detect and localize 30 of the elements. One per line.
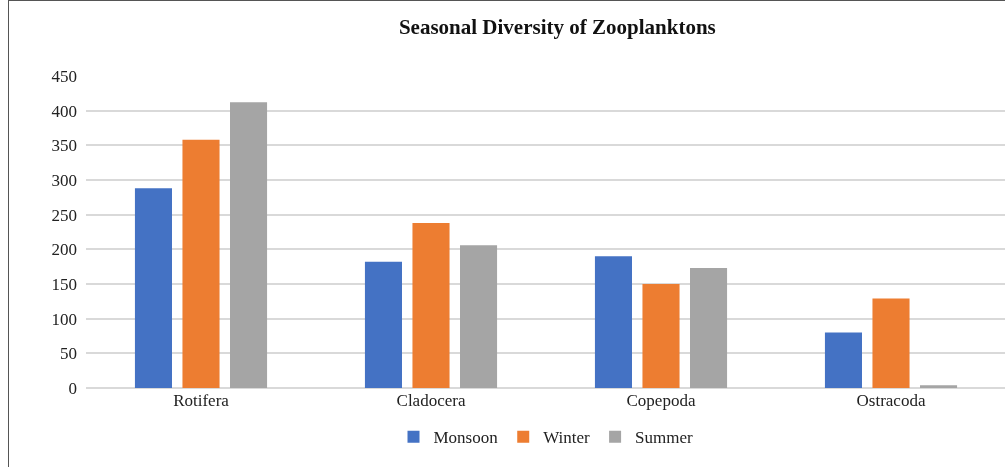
y-tick-label: 300 bbox=[51, 170, 77, 190]
bar bbox=[690, 268, 728, 388]
y-tick-label: 150 bbox=[51, 274, 77, 294]
y-tick-label: 250 bbox=[51, 205, 77, 225]
bar bbox=[920, 385, 958, 388]
bar bbox=[642, 284, 680, 388]
y-tick-label: 0 bbox=[68, 378, 77, 398]
y-tick-label: 200 bbox=[51, 240, 77, 260]
bar bbox=[182, 139, 220, 388]
bar bbox=[230, 102, 268, 388]
bar bbox=[824, 332, 862, 388]
bar bbox=[134, 188, 172, 388]
legend-label: Winter bbox=[543, 428, 591, 448]
bar bbox=[364, 261, 402, 388]
x-tick-label: Ostracoda bbox=[856, 391, 926, 410]
bar bbox=[872, 298, 910, 388]
y-tick-label: 350 bbox=[51, 136, 77, 156]
legend-label: Monsoon bbox=[433, 428, 499, 448]
y-tick-label: 50 bbox=[60, 344, 77, 364]
x-tick-label: Cladocera bbox=[396, 391, 466, 410]
bar bbox=[594, 256, 632, 388]
x-tick-label: Rotifera bbox=[173, 391, 230, 410]
bar bbox=[412, 222, 450, 388]
y-tick-label: 400 bbox=[51, 101, 77, 121]
x-tick-label: Copepoda bbox=[626, 391, 696, 410]
chart-title: Seasonal Diversity of Zooplanktons bbox=[398, 15, 716, 40]
bar bbox=[460, 245, 498, 388]
legend-label: Summer bbox=[635, 428, 694, 448]
y-tick-label: 450 bbox=[51, 66, 77, 86]
y-tick-label: 100 bbox=[51, 309, 77, 329]
